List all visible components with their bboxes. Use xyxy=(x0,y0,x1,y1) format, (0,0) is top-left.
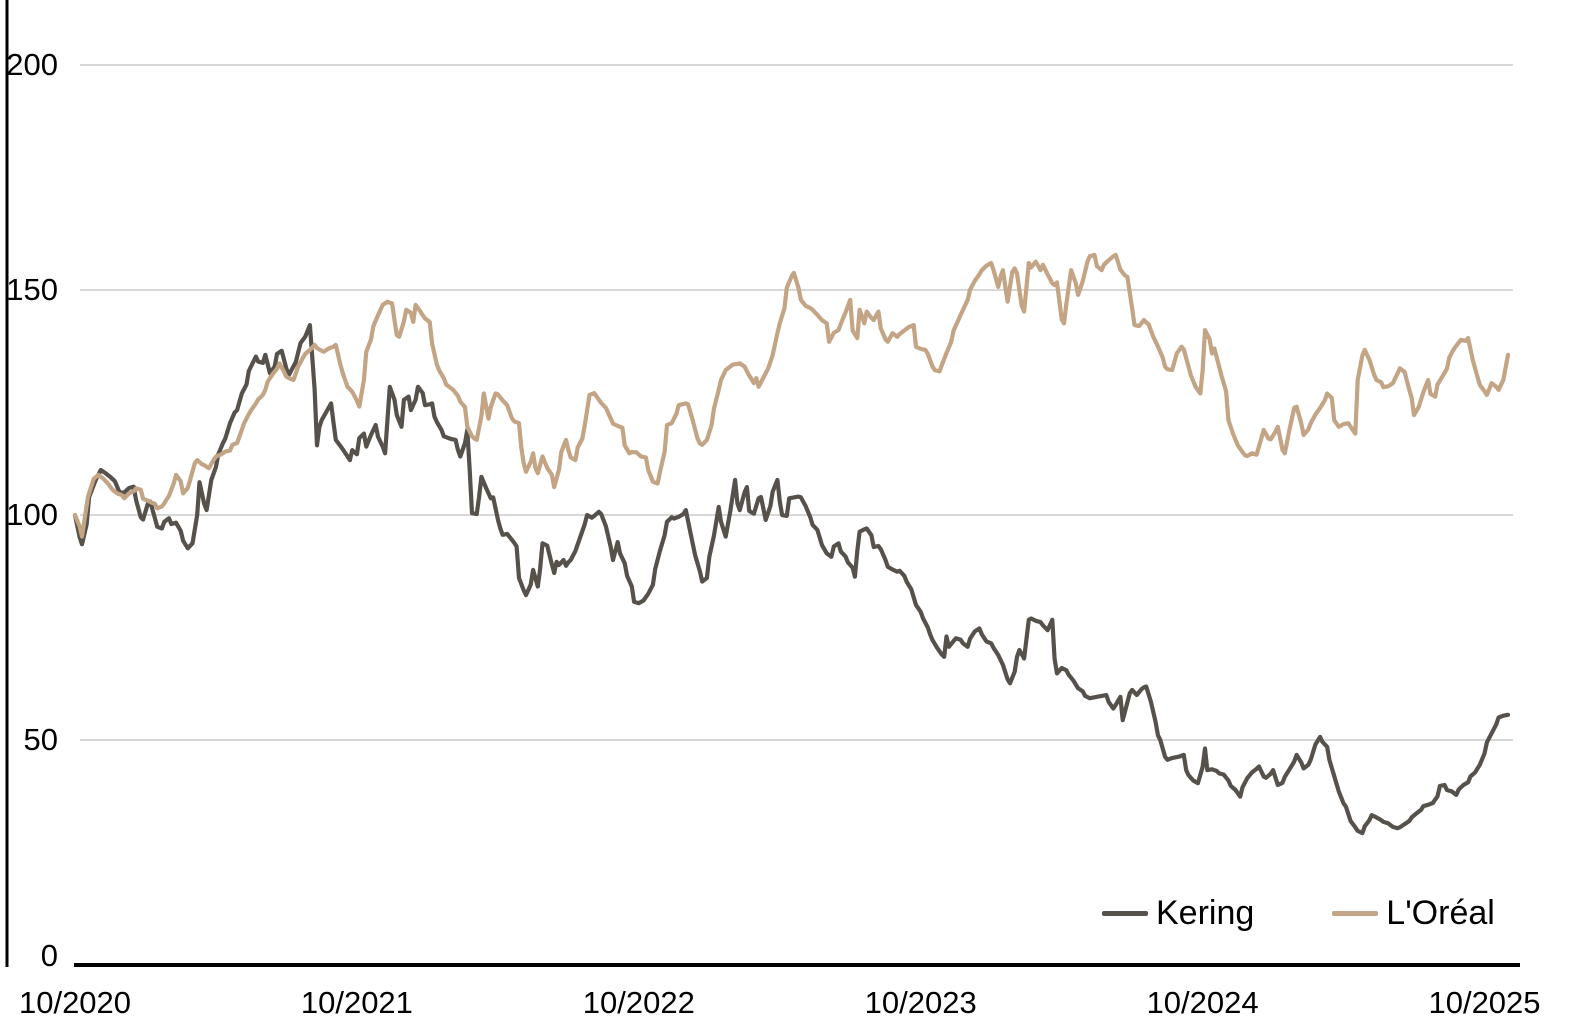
y-tick-label: 200 xyxy=(6,47,58,82)
legend: Kering L'Oréal xyxy=(1102,896,1495,930)
y-tick-label: 50 xyxy=(24,722,58,757)
legend-label-kering: Kering xyxy=(1156,894,1255,932)
kering-line xyxy=(72,323,1511,836)
legend-item-kering: Kering xyxy=(1102,896,1254,930)
legend-label-loreal: L'Oréal xyxy=(1386,894,1495,932)
y-tick-label: 0 xyxy=(41,938,58,973)
loreal-line xyxy=(72,252,1511,539)
x-tick-label: 10/2022 xyxy=(583,985,695,1020)
x-tick-label: 10/2025 xyxy=(1428,985,1540,1020)
loreal-line-swatch xyxy=(1332,910,1379,916)
y-tick-label: 150 xyxy=(6,272,58,307)
x-tick-label: 10/2021 xyxy=(301,985,413,1020)
kering-line-swatch xyxy=(1102,910,1148,916)
legend-item-loreal: L'Oréal xyxy=(1332,896,1495,930)
x-tick-label: 10/2020 xyxy=(19,985,131,1020)
x-tick-label: 10/2024 xyxy=(1147,985,1259,1020)
x-tick-label: 10/2023 xyxy=(865,985,977,1020)
y-tick-label: 100 xyxy=(6,497,58,532)
